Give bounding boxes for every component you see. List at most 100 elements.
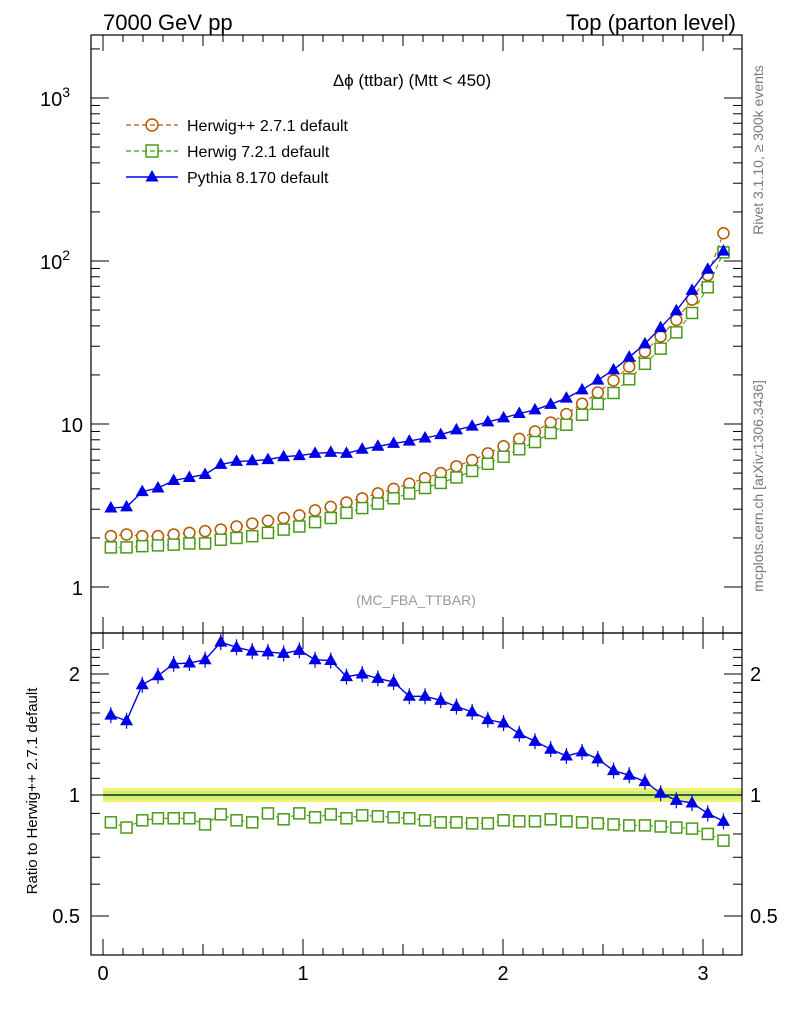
- main-title: Δϕ (ttbar) (Mtt < 450): [333, 71, 491, 90]
- main-point-herwigpp: [622, 360, 636, 373]
- ratio-y-tick-label: 0.5: [52, 906, 80, 928]
- ratio-point-herwig7: [513, 815, 526, 828]
- ratio-point-herwig7: [465, 817, 479, 830]
- main-series-line: [110, 250, 725, 509]
- main-point-herwig7: [434, 476, 447, 490]
- ratio-point-herwig7: [214, 808, 228, 821]
- main-point-herwig7: [638, 357, 652, 371]
- main-point-herwigpp: [340, 496, 353, 509]
- main-point-herwig7: [622, 373, 636, 386]
- ratio-point-pythia: [261, 644, 275, 657]
- main-y-tick-label: 10: [61, 415, 83, 437]
- ratio-point-pythia: [104, 708, 118, 720]
- ratio-point-herwig7: [151, 812, 165, 825]
- ratio-point-pythia: [135, 677, 149, 690]
- ratio-point-pythia: [465, 704, 479, 717]
- ratio-point-herwig7: [261, 807, 275, 820]
- ratio-point-pythia: [308, 652, 322, 665]
- main-point-herwig7: [403, 487, 416, 500]
- main-series-line: [110, 252, 725, 548]
- main-point-herwig7: [685, 306, 699, 320]
- ratio-y-tick-label-right: 0.5: [750, 906, 778, 928]
- ratio-point-pythia: [575, 744, 589, 757]
- ratio-point-herwig7: [670, 821, 683, 834]
- ratio-point-herwig7: [591, 817, 605, 830]
- main-point-herwigpp: [198, 524, 212, 538]
- main-point-herwig7: [214, 533, 228, 546]
- ratio-point-herwig7: [685, 822, 699, 835]
- main-point-herwig7: [544, 426, 557, 440]
- main-panel: 1 10 102 103 Δϕ (ttbar) (Mtt < 450) (MC_FBA…: [40, 34, 743, 634]
- x-tick-labels: 0 1 2 3: [97, 963, 708, 985]
- ratio-point-pythia: [292, 643, 306, 655]
- ratio-point-pythia: [230, 640, 244, 652]
- main-point-herwig7: [183, 537, 196, 550]
- x-tick-label: 2: [497, 963, 508, 985]
- main-point-pythia: [701, 262, 715, 274]
- ratio-point-pythia: [716, 814, 730, 826]
- main-point-pythia: [214, 457, 228, 469]
- main-point-pythia: [465, 419, 479, 431]
- main-point-herwigpp: [717, 226, 730, 240]
- main-y-tick-labels: 1 10 102 103: [40, 84, 83, 600]
- main-point-pythia: [528, 402, 542, 415]
- ratio-y-tick-label: 1: [69, 785, 80, 807]
- ratio-point-pythia: [669, 793, 683, 805]
- ratio-point-pythia: [339, 669, 353, 682]
- main-point-herwig7: [261, 526, 275, 540]
- ratio-point-pythia: [371, 671, 385, 683]
- main-point-pythia: [120, 499, 134, 512]
- main-point-herwig7: [245, 529, 259, 543]
- main-point-herwigpp: [497, 440, 510, 453]
- header-left: 7000 GeV pp: [103, 10, 233, 35]
- ratio-frame: [90, 632, 743, 956]
- ratio-point-pythia: [355, 666, 369, 679]
- ratio-point-pythia: [559, 749, 573, 761]
- main-point-herwigpp: [528, 425, 542, 438]
- main-point-herwigpp: [560, 407, 573, 421]
- ratio-point-pythia: [167, 656, 181, 669]
- main-series-line: [110, 233, 725, 537]
- main-point-pythia: [371, 439, 385, 451]
- ratio-point-pythia: [449, 699, 463, 712]
- main-point-herwigpp: [575, 397, 589, 411]
- main-point-herwigpp: [104, 529, 118, 543]
- ratio-y-tick-label: 2: [69, 664, 80, 686]
- ratio-point-herwig7: [136, 814, 149, 827]
- ratio-point-herwig7: [387, 811, 400, 824]
- main-point-herwigpp: [183, 526, 196, 540]
- main-point-herwigpp: [607, 374, 620, 387]
- main-point-herwigpp: [120, 528, 133, 541]
- main-point-herwig7: [575, 408, 589, 421]
- main-series: [104, 226, 730, 554]
- main-point-pythia: [669, 303, 683, 316]
- main-point-pythia: [339, 446, 353, 458]
- ratio-y-tick-label-right: 1: [750, 785, 761, 807]
- main-point-pythia: [104, 501, 118, 513]
- ratio-point-pythia: [654, 786, 668, 798]
- main-point-pythia: [685, 283, 699, 295]
- main-point-pythia: [402, 434, 416, 446]
- main-point-pythia: [607, 362, 620, 375]
- main-point-herwig7: [167, 538, 180, 551]
- ratio-point-herwig7: [120, 821, 133, 834]
- legend: Herwig++ 2.7.1 default Herwig 7.2.1 defa…: [126, 118, 349, 187]
- main-point-pythia: [308, 446, 322, 458]
- main-point-herwig7: [230, 531, 243, 545]
- main-point-herwig7: [513, 442, 526, 456]
- main-point-pythia: [638, 336, 652, 349]
- x-tick-label: 3: [697, 963, 708, 985]
- main-point-herwig7: [387, 492, 400, 505]
- main-point-herwigpp: [293, 509, 306, 522]
- main-point-herwigpp: [481, 447, 495, 460]
- main-point-pythia: [135, 484, 149, 497]
- main-point-pythia: [387, 436, 401, 448]
- main-point-pythia: [544, 397, 558, 409]
- ratio-point-herwig7: [481, 817, 495, 830]
- main-point-herwig7: [104, 541, 118, 554]
- main-point-herwig7: [654, 342, 667, 355]
- ratio-point-pythia: [591, 751, 605, 764]
- main-point-herwigpp: [591, 386, 605, 399]
- ratio-point-herwig7: [638, 819, 652, 832]
- main-point-pythia: [449, 422, 463, 435]
